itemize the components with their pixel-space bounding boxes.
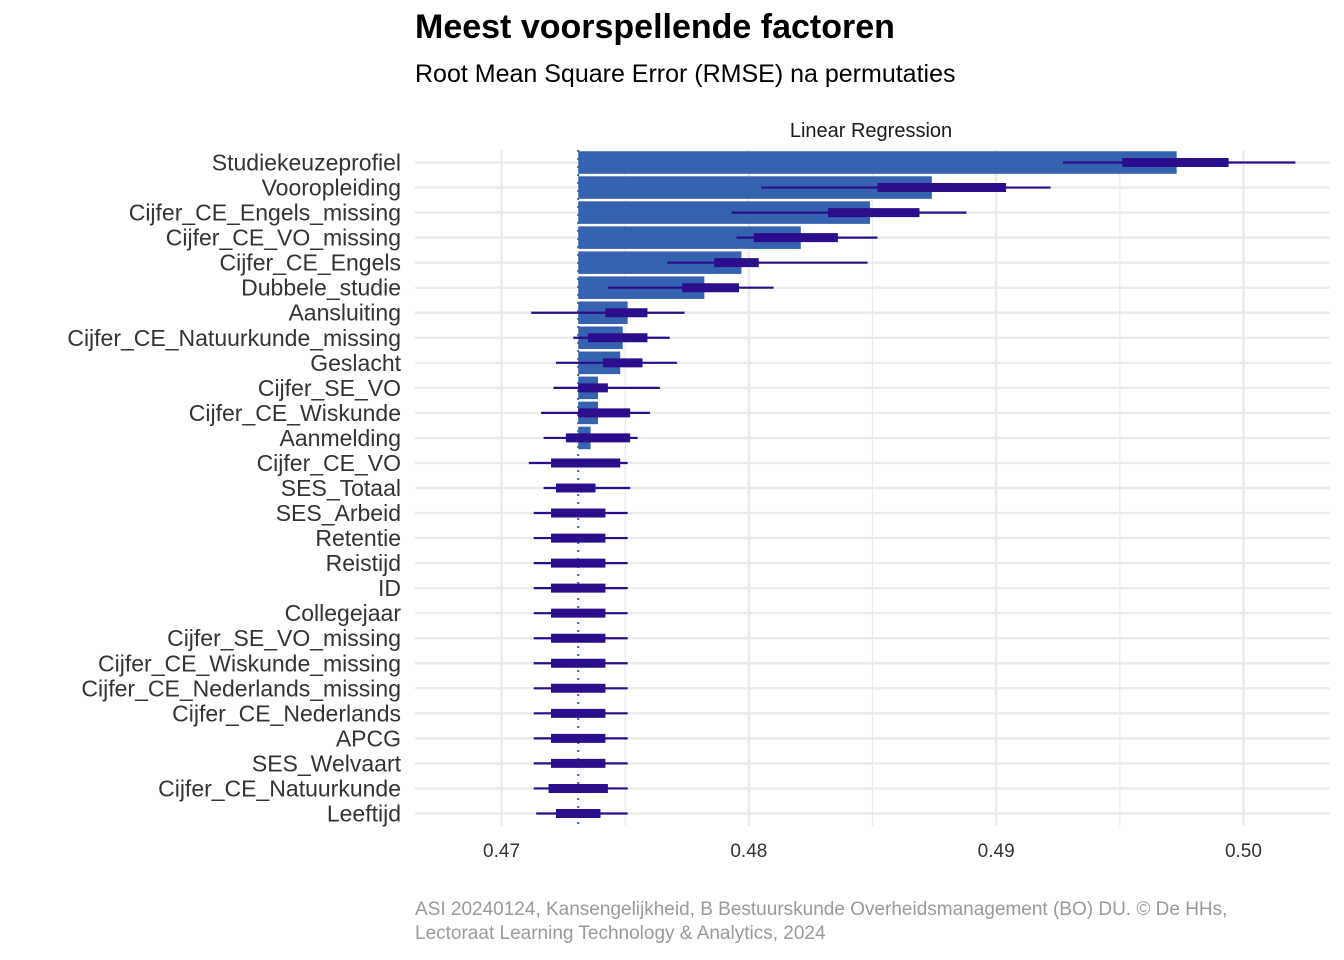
category-label: Aansluiting: [288, 300, 401, 326]
category-label: Cijfer_CE_Nederlands: [172, 700, 401, 726]
category-label: Dubbele_studie: [241, 275, 401, 301]
category-label: Geslacht: [310, 350, 401, 376]
category-label: Cijfer_SE_VO: [258, 375, 401, 401]
category-label: Collegejaar: [285, 600, 402, 626]
category-label: Cijfer_CE_Natuurkunde_missing: [67, 325, 401, 351]
category-label: ID: [378, 575, 401, 601]
category-label: Studiekeuzeprofiel: [212, 150, 401, 176]
bar: [578, 176, 932, 199]
chart-subtitle: Root Mean Square Error (RMSE) na permuta…: [415, 60, 956, 88]
x-tick-label: 0.48: [730, 841, 767, 862]
caption-line-2: Lectoraat Learning Technology & Analytic…: [415, 923, 826, 944]
x-tick-label: 0.47: [483, 841, 520, 862]
category-label: Leeftijd: [327, 800, 401, 826]
bar: [578, 251, 742, 274]
chart-caption: ASI 20240124, Kansengelijkheid, B Bestuu…: [415, 898, 1227, 946]
category-label: Cijfer_CE_Engels: [219, 250, 401, 276]
category-label: SES_Welvaart: [252, 750, 402, 776]
category-label: Reistijd: [326, 550, 401, 576]
category-label: Cijfer_CE_Wiskunde: [189, 400, 401, 426]
category-label: SES_Arbeid: [276, 500, 401, 526]
bar: [578, 201, 871, 224]
category-label: Aanmelding: [280, 425, 401, 451]
chart-plot: Linear Regression StudiekeuzeprofielVoor…: [67, 120, 1330, 862]
category-label: SES_Totaal: [281, 475, 401, 501]
caption-line-1: ASI 20240124, Kansengelijkheid, B Bestuu…: [415, 899, 1228, 920]
category-label: Cijfer_CE_VO: [257, 450, 401, 476]
x-tick-label: 0.49: [978, 841, 1015, 862]
category-label: Cijfer_SE_VO_missing: [167, 625, 401, 651]
category-label: Cijfer_CE_VO_missing: [166, 225, 401, 251]
category-label: Cijfer_CE_Engels_missing: [129, 200, 401, 226]
x-tick-label: 0.50: [1225, 841, 1262, 862]
bar: [578, 226, 801, 249]
category-label: Retentie: [315, 525, 401, 551]
category-label: Vooropleiding: [262, 175, 401, 201]
category-label: Cijfer_CE_Wiskunde_missing: [98, 650, 401, 676]
category-label: Cijfer_CE_Natuurkunde: [158, 775, 401, 801]
facet-label: Linear Regression: [790, 120, 952, 142]
bar: [578, 151, 1177, 174]
category-label: APCG: [336, 725, 401, 751]
category-label: Cijfer_CE_Nederlands_missing: [81, 675, 401, 701]
chart-title: Meest voorspellende factoren: [415, 8, 895, 46]
